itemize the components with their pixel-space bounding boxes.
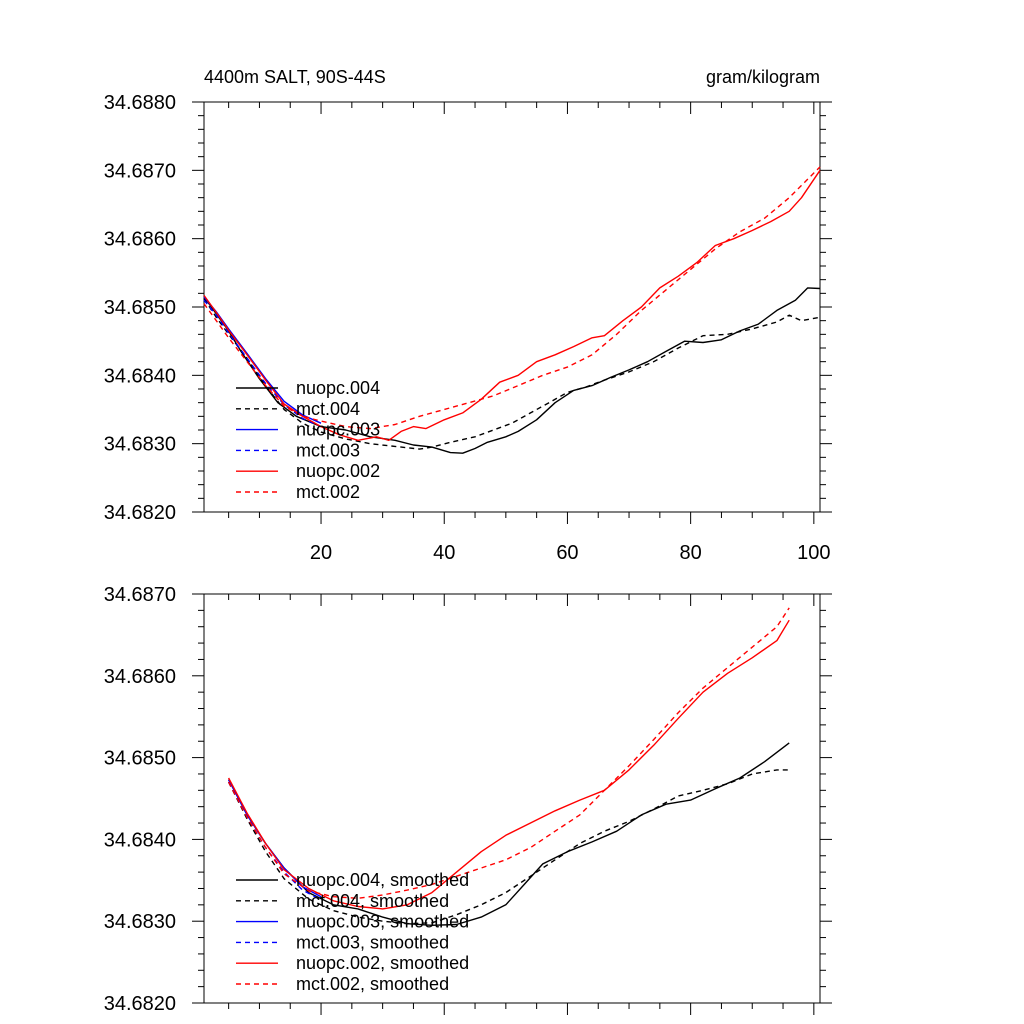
top-legend-label-mct-002: mct.002 xyxy=(296,482,360,502)
bottom-y-tick-label: 34.6820 xyxy=(104,993,176,1015)
top-series-nuopc-002 xyxy=(203,169,821,441)
top-legend-label-mct-004: mct.004 xyxy=(296,399,360,419)
bottom-legend-label-nuopc-003-smoothed: nuopc.003, smoothed xyxy=(296,912,469,932)
top-legend-label-mct-003: mct.003 xyxy=(296,440,360,460)
bottom-legend-label-mct-002-smoothed: mct.002, smoothed xyxy=(296,974,449,994)
bottom-series-mct-002-smoothed xyxy=(227,607,790,899)
bottom-legend-label-nuopc-004-smoothed: nuopc.004, smoothed xyxy=(296,870,469,890)
bottom-plot-frame xyxy=(203,593,821,1004)
top-series-nuopc-004 xyxy=(203,287,821,454)
top-x-tick-label: 80 xyxy=(680,542,702,564)
top-y-tick-label: 34.6840 xyxy=(104,365,176,387)
bottom-chart-panel: 34.6820 34.6830 34.6840 34.6850 34.6860 34.68… xyxy=(104,584,832,1015)
top-x-tick-label: 100 xyxy=(797,542,830,564)
top-chart-title: 4400m SALT, 90S-44S xyxy=(204,67,386,87)
bottom-y-tick-label: 34.6830 xyxy=(104,911,176,933)
top-legend: nuopc.004mct.004nuopc.003mct.003nuopc.00… xyxy=(236,378,380,502)
top-y-tick-label: 34.6820 xyxy=(104,502,176,524)
top-series-mct-004 xyxy=(203,298,821,450)
bottom-series-nuopc-002-smoothed xyxy=(227,619,790,910)
bottom-legend-label-mct-004-smoothed: mct.004, smoothed xyxy=(296,891,449,911)
bottom-y-tick-label: 34.6850 xyxy=(104,748,176,770)
top-y-tick-label: 34.6860 xyxy=(104,229,176,251)
bottom-legend-label-nuopc-002-smoothed: nuopc.002, smoothed xyxy=(296,953,469,973)
top-x-tick-label: 40 xyxy=(433,542,455,564)
top-legend-label-nuopc-004: nuopc.004 xyxy=(296,378,380,398)
top-legend-label-nuopc-002: nuopc.002 xyxy=(296,461,380,481)
bottom-y-tick-label: 34.6870 xyxy=(104,584,176,606)
bottom-y-tick-label: 34.6860 xyxy=(104,666,176,688)
top-y-tick-label: 34.6880 xyxy=(104,92,176,114)
top-ticks xyxy=(192,101,832,524)
top-chart-panel: 34.6820 34.6830 34.6840 34.6850 34.6860 34.68… xyxy=(104,92,832,564)
top-x-tick-label: 20 xyxy=(310,542,332,564)
top-legend-label-nuopc-003: nuopc.003 xyxy=(296,420,380,440)
top-y-tick-label: 34.6830 xyxy=(104,434,176,456)
top-chart-units: gram/kilogram xyxy=(706,67,820,87)
bottom-y-tick-label: 34.6840 xyxy=(104,829,176,851)
top-series-mct-002 xyxy=(203,166,821,430)
top-y-tick-label: 34.6870 xyxy=(104,160,176,182)
top-y-tick-label: 34.6850 xyxy=(104,297,176,319)
top-x-tick-label: 60 xyxy=(556,542,578,564)
bottom-legend-label-mct-003-smoothed: mct.003, smoothed xyxy=(296,932,449,952)
bottom-ticks xyxy=(192,593,832,1015)
